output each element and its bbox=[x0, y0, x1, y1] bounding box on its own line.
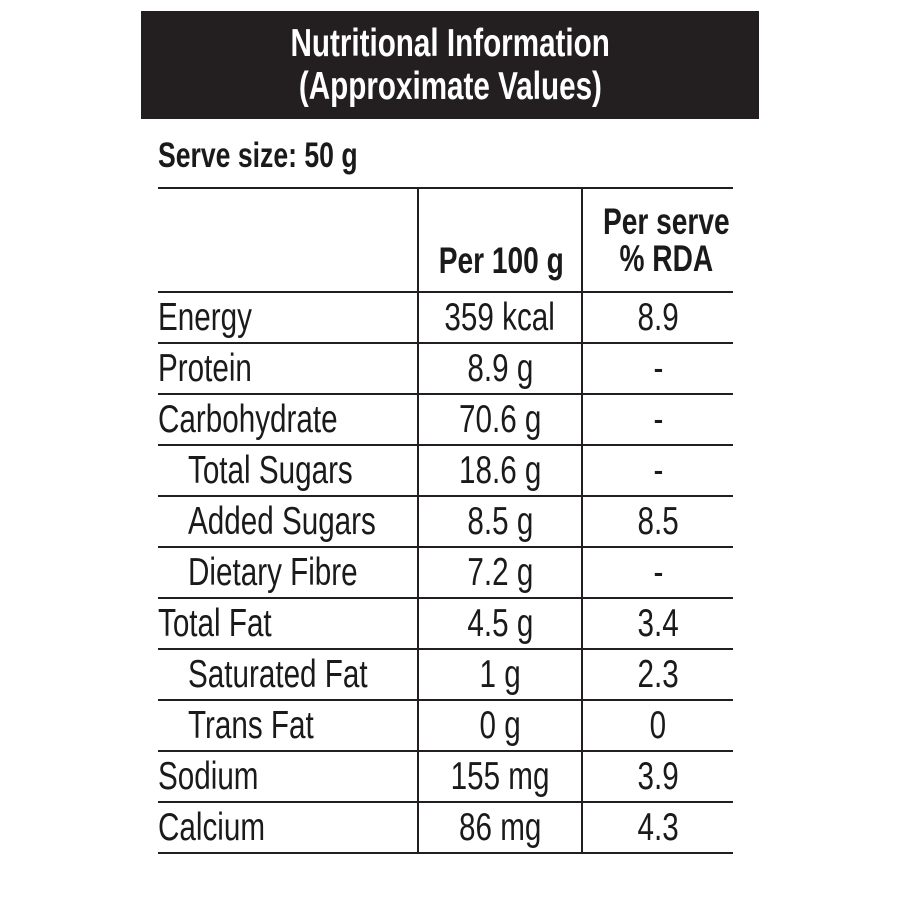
per-100g-value: 8.5 g bbox=[467, 499, 533, 543]
rda-value: 3.4 bbox=[637, 601, 679, 645]
table-row: Total Sugars 18.6 g - bbox=[158, 444, 733, 497]
rda-value: 2.3 bbox=[637, 652, 679, 696]
rda-value: 0 bbox=[649, 703, 667, 747]
table-row: Total Fat 4.5 g 3.4 bbox=[158, 597, 733, 650]
header-cell-per-100g: Per 100 g bbox=[417, 187, 582, 293]
title-banner: Nutritional Information (Approximate Val… bbox=[141, 11, 759, 119]
nutrient-name: Protein bbox=[158, 346, 252, 390]
per-100g-value: 155 mg bbox=[450, 754, 550, 798]
per-100g-value: 4.5 g bbox=[467, 601, 533, 645]
rda-value: 4.3 bbox=[637, 805, 679, 849]
serve-size-label: Serve size: 50 g bbox=[158, 136, 358, 175]
per-100g-value: 8.9 g bbox=[467, 346, 533, 390]
nutrient-name: Sodium bbox=[158, 754, 259, 798]
header-cell-rda: Per serve% RDA bbox=[581, 187, 733, 293]
per-100g-value: 86 mg bbox=[458, 805, 542, 849]
nutrient-name: Trans Fat bbox=[188, 703, 314, 747]
table-row: Saturated Fat 1 g 2.3 bbox=[158, 648, 733, 701]
per-100g-value: 18.6 g bbox=[458, 448, 542, 492]
nutrient-name: Calcium bbox=[158, 805, 266, 849]
per-100g-value: 70.6 g bbox=[458, 397, 542, 441]
table-row: Trans Fat 0 g 0 bbox=[158, 699, 733, 752]
rda-value: - bbox=[653, 397, 663, 441]
table-row: Sodium 155 mg 3.9 bbox=[158, 750, 733, 803]
header-per-100g: Per 100 g bbox=[438, 240, 564, 281]
table-row: Dietary Fibre 7.2 g - bbox=[158, 546, 733, 599]
title-line-2: (Approximate Values) bbox=[298, 65, 602, 108]
table-header-row: Per 100 g Per serve% RDA bbox=[158, 187, 733, 293]
title-line-1: Nutritional Information bbox=[290, 22, 610, 65]
rda-value: 8.9 bbox=[637, 295, 679, 339]
per-100g-value: 0 g bbox=[479, 703, 521, 747]
table-row: Carbohydrate 70.6 g - bbox=[158, 393, 733, 446]
table-row: Energy 359 kcal 8.9 bbox=[158, 291, 733, 344]
nutrient-name: Carbohydrate bbox=[158, 397, 338, 441]
rda-value: - bbox=[653, 346, 663, 390]
nutrient-name: Saturated Fat bbox=[188, 652, 368, 696]
header-per-serve-line: Per serve bbox=[602, 201, 730, 242]
header-cell-nutrient bbox=[158, 187, 418, 293]
header-rda-line: % RDA bbox=[619, 238, 714, 279]
rda-value: - bbox=[653, 550, 663, 594]
nutrient-name: Dietary Fibre bbox=[188, 550, 358, 594]
per-100g-value: 1 g bbox=[479, 652, 521, 696]
nutrition-table: Per 100 g Per serve% RDA Energy 359 kcal… bbox=[158, 187, 733, 854]
header-per-serve-rda: Per serve% RDA bbox=[602, 201, 730, 290]
table-row: Calcium 86 mg 4.3 bbox=[158, 801, 733, 854]
per-100g-value: 7.2 g bbox=[467, 550, 533, 594]
nutrient-name: Total Sugars bbox=[188, 448, 353, 492]
nutrient-name: Energy bbox=[158, 295, 252, 339]
table-row: Added Sugars 8.5 g 8.5 bbox=[158, 495, 733, 548]
per-100g-value: 359 kcal bbox=[444, 295, 556, 339]
table-row: Protein 8.9 g - bbox=[158, 342, 733, 395]
nutrient-name: Added Sugars bbox=[188, 499, 376, 543]
rda-value: 3.9 bbox=[637, 754, 679, 798]
nutrient-name: Total Fat bbox=[158, 601, 272, 645]
rda-value: 8.5 bbox=[637, 499, 679, 543]
rda-value: - bbox=[653, 448, 663, 492]
